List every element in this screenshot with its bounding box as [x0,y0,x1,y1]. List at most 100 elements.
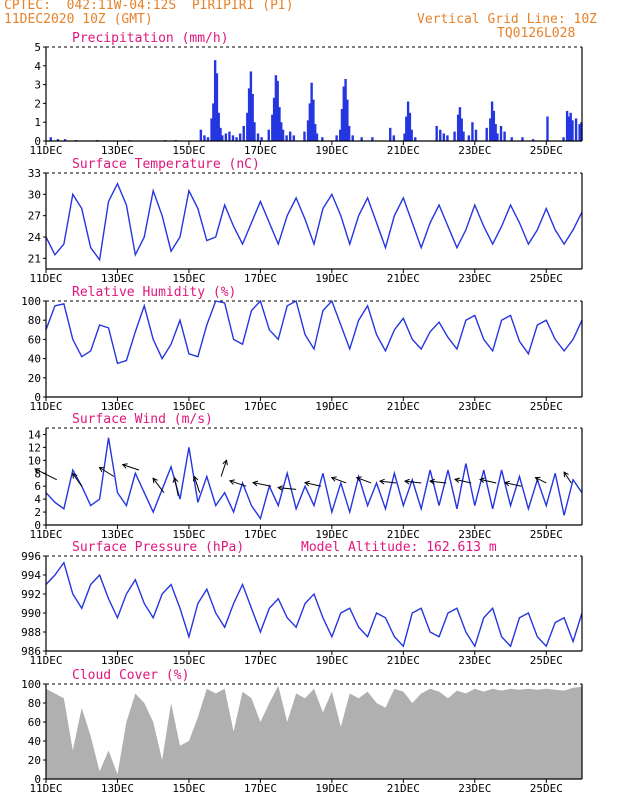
wind-arrow [193,476,201,493]
y-tick-label: 14 [28,428,42,441]
precip-bar [280,122,283,141]
precip-bar [489,118,492,141]
wind-arrow [253,482,272,487]
x-tick-label: 21DEC [387,272,420,285]
precip-bar [292,135,295,141]
y-tick-label: 992 [21,588,41,601]
y-tick-label: 4 [34,493,41,506]
header-location: CPTEC: 042:11W-04:12S PIRIPIRI (PI) [4,0,294,13]
y-tick-label: 994 [21,569,41,582]
precip-bar [210,118,213,141]
panel-title: Surface Pressure (hPa) [72,540,244,555]
precip-bar [267,129,270,141]
precip-bar [235,137,238,141]
y-tick-label: 990 [21,607,41,620]
x-tick-label: 13DEC [101,528,134,541]
wind-arrow [304,482,322,487]
precip-bar [344,78,347,141]
precip-bar [63,139,67,141]
y-tick-label: 60 [28,333,41,346]
precip-bar [212,103,215,141]
y-tick-label: 8 [34,467,41,480]
precip-bar [521,137,524,141]
y-tick-label: 12 [28,441,41,454]
wind-arrowhead [303,480,310,487]
wind-arrow [479,478,497,484]
precip-bar [571,120,574,141]
y-tick-label: 988 [21,626,41,639]
x-tick-label: 23DEC [458,400,491,413]
wind-arrow [504,482,522,487]
precip-bar [567,116,571,141]
panel-title: Cloud Cover (%) [72,668,189,683]
precip-bar [578,124,581,141]
precip-bar [406,101,410,141]
x-tick-label: 13DEC [101,272,134,285]
precip-bar [389,127,392,141]
x-tick-label: 21DEC [387,782,420,795]
y-tick-label: 60 [28,716,41,729]
precip-bar [310,82,313,141]
precip-bar [56,139,60,141]
x-tick-label: 25DEC [530,528,563,541]
precip-bar [458,107,462,141]
precip-bar [271,114,274,141]
panel-title: Surface Wind (m/s) [72,412,213,427]
x-tick-label: 21DEC [387,654,420,667]
x-tick-label: 23DEC [458,144,491,157]
x-tick-label: 25DEC [530,782,563,795]
precip-bar [494,124,497,141]
precip-bar [272,97,276,141]
precip-bar [303,131,306,141]
precip-bar [471,122,474,141]
precip-bar [574,118,578,141]
wind-arrowhead [277,485,283,491]
precip-bar [442,133,446,141]
precip-bar [339,129,342,141]
series-line [45,299,583,365]
precip-bar [371,137,374,141]
precip-bar [462,131,465,141]
precip-bar [503,131,506,141]
wind-arrow [563,471,572,484]
x-tick-label: 23DEC [458,528,491,541]
panel-6 [43,683,583,783]
precip-bar [274,75,278,141]
y-tick-label: 100 [21,678,41,691]
cloud-area [46,685,582,779]
precip-bar [251,94,254,141]
wind-arrowhead [428,478,435,485]
y-tick-label: 0 [34,391,41,404]
x-tick-label: 19DEC [315,272,348,285]
y-tick-label: 0 [34,135,41,148]
x-tick-label: 13DEC [101,144,134,157]
x-tick-label: 11DEC [29,528,62,541]
wind-arrow [404,480,422,484]
precip-bar [569,112,572,141]
x-tick-label: 17DEC [244,144,277,157]
wind-arrow [229,480,247,487]
wind-arrowhead [252,480,259,487]
x-tick-label: 11DEC [29,654,62,667]
x-tick-label: 11DEC [29,272,62,285]
precip-bar [485,127,488,141]
precip-bar [351,135,354,141]
series-line [45,561,583,648]
precip-bar [435,125,438,141]
precip-bar [224,133,228,141]
precip-bar [335,135,338,141]
x-tick-label: 15DEC [172,272,205,285]
wind-arrowhead [222,459,228,466]
panel-1 [43,46,583,145]
x-tick-label: 13DEC [101,654,134,667]
precip-bar [456,114,460,141]
wind-arrow [535,477,547,484]
precip-bar [460,118,463,141]
wind-arrowhead [330,476,337,482]
wind-arrowhead [355,476,362,482]
precip-bar [360,137,363,141]
precip-bar [288,131,292,141]
x-tick-label: 17DEC [244,654,277,667]
wind-arrow [429,480,447,484]
